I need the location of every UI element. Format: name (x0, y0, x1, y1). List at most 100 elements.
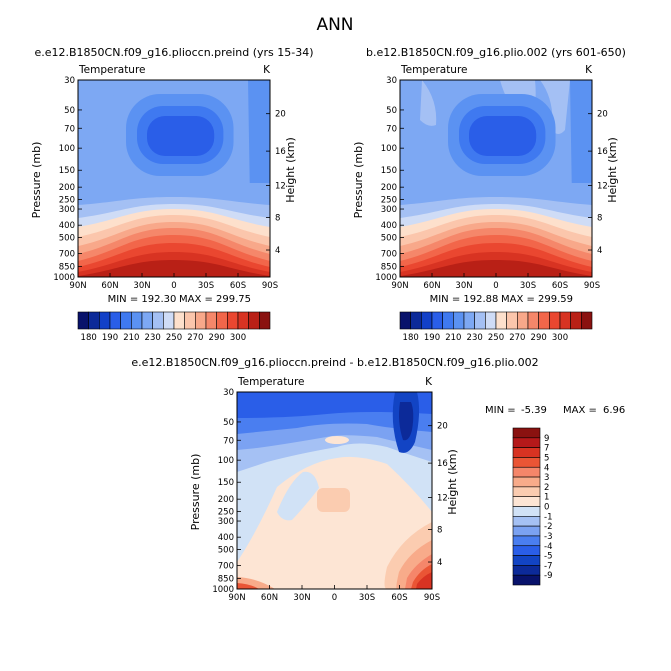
panel-3-x-ticks: 90N 60N 30N 0 30S 60S 90S (228, 585, 440, 603)
y-tick-label: 200 (59, 183, 75, 193)
panel-1-variable: Temperature (78, 64, 146, 76)
y2-tick-label: 16 (275, 147, 286, 157)
colorbar-tick-label: 270 (509, 333, 525, 343)
colorbar-swatch (99, 311, 111, 330)
colorbar-swatch (506, 311, 518, 330)
y-tick-label: 100 (381, 144, 397, 154)
panel-2-variable: Temperature (400, 64, 468, 76)
y-tick-label: 1000 (375, 273, 397, 283)
colorbar-tick-label: 190 (102, 333, 118, 343)
y-tick-label: 300 (59, 205, 75, 215)
colorbar-swatch (512, 574, 541, 586)
colorbar-swatch (512, 506, 541, 517)
panel-3-min-value: -5.39 (521, 405, 547, 416)
x-tick-label: 90N (69, 281, 86, 291)
colorbar-tick-label: 180 (81, 333, 97, 343)
y-tick-label: 200 (218, 495, 234, 505)
y-tick-label: 30 (64, 76, 75, 86)
colorbar-swatch (512, 525, 541, 537)
panel-3-min-label: MIN = (485, 405, 516, 416)
x-tick-label: 90S (262, 281, 278, 291)
diff-cold-pocket-inner (399, 402, 414, 441)
y-tick-label: 70 (223, 436, 234, 446)
colorbar-tick-label: 210 (445, 333, 461, 343)
colorbar-swatch (512, 437, 541, 448)
panel-3-variable: Temperature (237, 376, 305, 388)
y-tick-label: 250 (59, 195, 75, 205)
y-tick-label: 100 (59, 144, 75, 154)
y-tick-label: 850 (59, 262, 75, 272)
y2-tick-label: 4 (437, 558, 442, 568)
colorbar-swatch (512, 496, 541, 507)
x-tick-label: 90S (584, 281, 600, 291)
panel-3-title: e.e12.B1850CN.f09_g16.plioccn.preind - b… (131, 356, 538, 369)
panel-2-y2-ticks: 20 16 12 8 4 (588, 110, 608, 256)
colorbar-swatch (163, 311, 175, 330)
y-tick-label: 200 (381, 183, 397, 193)
panel-3-y2-ticks: 20 16 12 8 4 (428, 422, 448, 568)
x-tick-label: 0 (493, 281, 498, 291)
y-tick-label: 30 (386, 76, 397, 86)
panel-1: e.e12.B1850CN.f09_g16.plioccn.preind (yr… (30, 46, 314, 343)
colorbar-swatch (512, 555, 541, 566)
panel-1-y2label: Height (km) (284, 137, 297, 203)
colorbar-swatch (512, 466, 541, 478)
colorbar-swatch (399, 311, 411, 330)
colorbar-tick-label: 2 (544, 483, 549, 493)
y2-tick-label: 12 (437, 493, 448, 503)
colorbar-tick-label: -4 (544, 542, 552, 552)
y-tick-label: 700 (381, 250, 397, 260)
colorbar-tick-label: -1 (544, 512, 552, 522)
colorbar-swatch (549, 311, 561, 330)
y-tick-label: 250 (381, 195, 397, 205)
colorbar-swatch (195, 311, 207, 330)
panel-2-min: MIN = 192.88 (430, 294, 499, 305)
y-tick-label: 500 (59, 233, 75, 243)
y-tick-label: 1000 (53, 273, 75, 283)
panel-1-ylabel: Pressure (mb) (30, 142, 43, 219)
panel-1-min: MIN = 192.30 (108, 294, 177, 305)
x-tick-label: 0 (332, 593, 337, 603)
x-tick-label: 60N (423, 281, 440, 291)
panel-3-units: K (425, 376, 433, 388)
colorbar-tick-label: 250 (488, 333, 504, 343)
colorbar-swatch (474, 311, 486, 330)
x-tick-label: 60S (391, 593, 407, 603)
panel-3-max-value: 6.96 (603, 405, 625, 416)
contour-band-light-left (420, 80, 437, 126)
y-tick-label: 300 (218, 517, 234, 527)
colorbar-swatch (109, 311, 121, 330)
colorbar-tick-label: 190 (424, 333, 440, 343)
colorbar-swatch (227, 311, 239, 330)
colorbar-swatch (421, 311, 433, 330)
colorbar-tick-label: -7 (544, 561, 552, 571)
x-tick-label: 30S (359, 593, 375, 603)
colorbar-swatch (512, 427, 541, 439)
y-tick-label: 500 (218, 545, 234, 555)
colorbar-tick-label: 0 (544, 503, 549, 513)
colorbar-tick-label: -5 (544, 552, 552, 562)
y-tick-label: 30 (223, 388, 234, 398)
colorbar-tick-label: 5 (544, 453, 549, 463)
colorbar-swatch (152, 311, 164, 330)
y-tick-label: 1000 (212, 585, 234, 595)
colorbar-swatch (512, 565, 541, 576)
x-tick-label: 30N (293, 593, 310, 603)
colorbar-swatch (410, 311, 422, 330)
colorbar-swatch (88, 311, 100, 330)
colorbar-tick-label: 210 (123, 333, 139, 343)
contour-band-light-right (540, 80, 570, 134)
y-tick-label: 50 (223, 418, 234, 428)
y-tick-label: 850 (218, 574, 234, 584)
panel-1-max: MAX = 299.75 (179, 294, 251, 305)
colorbar-tick-label: 250 (166, 333, 182, 343)
panel-2-x-ticks: 90N 60N 30N 0 30S 60S 90S (391, 273, 600, 291)
panel-1-colorbar: 180 190 210 230 250 270 290 300 (77, 311, 271, 343)
x-tick-label: 60S (230, 281, 246, 291)
colorbar-swatch (527, 311, 539, 330)
